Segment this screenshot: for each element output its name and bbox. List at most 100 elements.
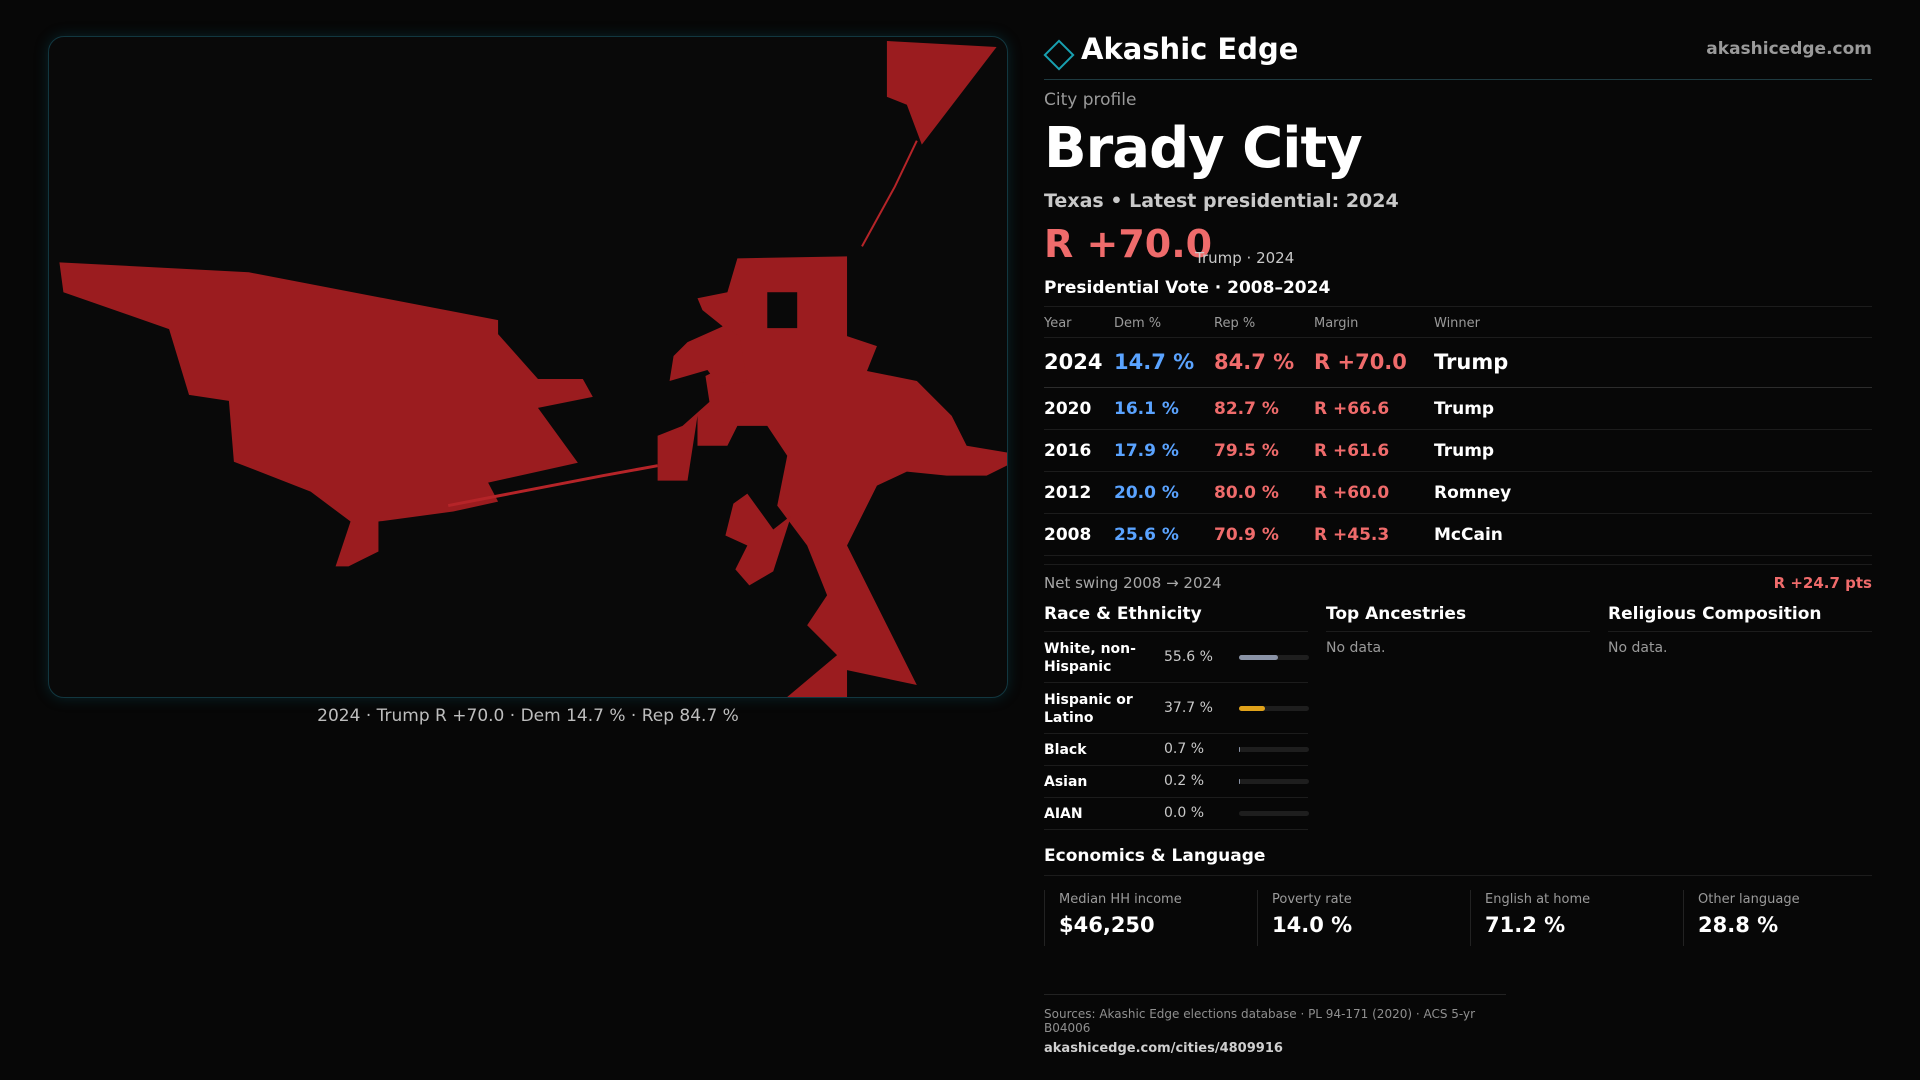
econ-cell-poverty: Poverty rate 14.0 % [1257, 890, 1457, 946]
map-hole [767, 292, 798, 329]
map-connector-northeast [861, 140, 918, 247]
city-boundary-shapes [59, 40, 1007, 697]
economics-grid: Median HH income $46,250 Poverty rate 14… [1044, 890, 1872, 946]
col-header-rep: Rep % [1214, 316, 1256, 331]
econ-label: Other language [1698, 892, 1800, 907]
race-bar-fill [1239, 706, 1266, 711]
cell-year: 2024 [1044, 350, 1103, 374]
race-label: AIAN [1044, 806, 1083, 822]
col-header-margin: Margin [1314, 316, 1359, 331]
cell-margin: R +45.3 [1314, 525, 1390, 545]
race-bar-fill [1239, 779, 1241, 784]
map-region-west [59, 262, 593, 567]
econ-cell-english: English at home 71.2 % [1470, 890, 1670, 946]
map-connector-west [447, 464, 658, 508]
page-title: Brady City [1044, 116, 1363, 181]
cell-margin: R +70.0 [1314, 350, 1407, 374]
diamond-outline-icon [1043, 39, 1075, 71]
brand-name[interactable]: Akashic Edge [1081, 32, 1299, 66]
latest-margin: R +70.0 [1044, 222, 1213, 266]
race-label: Black [1044, 742, 1087, 758]
cell-rep: 70.9 % [1214, 525, 1279, 545]
race-value: 37.7 % [1164, 700, 1213, 716]
city-subline: Texas • Latest presidential: 2024 [1044, 190, 1399, 212]
page-eyebrow: City profile [1044, 90, 1137, 110]
race-bar-fill [1239, 655, 1278, 660]
cell-winner: Trump [1434, 350, 1509, 374]
cell-year: 2012 [1044, 483, 1092, 503]
table-row: 2024 14.7 % 84.7 % R +70.0 Trump [1044, 338, 1872, 388]
vote-table-header: Year Dem % Rep % Margin Winner [1044, 306, 1872, 338]
race-bar-track [1239, 747, 1309, 752]
cell-rep: 84.7 % [1214, 350, 1295, 374]
net-swing: Net swing 2008 → 2024 R +24.7 pts [1044, 564, 1872, 594]
table-row: 2008 25.6 % 70.9 % R +45.3 McCain [1044, 514, 1872, 556]
latest-margin-note: Trump · 2024 [1195, 249, 1295, 267]
race-value: 0.7 % [1164, 741, 1205, 757]
econ-value: 71.2 % [1485, 913, 1566, 937]
cell-rep: 82.7 % [1214, 399, 1279, 419]
col-header-dem: Dem % [1114, 316, 1162, 331]
race-bar-fill [1239, 747, 1241, 752]
econ-value: 28.8 % [1698, 913, 1779, 937]
religion-section-title: Religious Composition [1608, 602, 1872, 632]
cell-dem: 20.0 % [1114, 483, 1179, 503]
race-section-title: Race & Ethnicity [1044, 602, 1308, 632]
cell-margin: R +66.6 [1314, 399, 1390, 419]
cell-dem: 25.6 % [1114, 525, 1179, 545]
cell-winner: Trump [1434, 441, 1495, 461]
econ-value: $46,250 [1059, 913, 1155, 937]
col-header-winner: Winner [1434, 316, 1481, 331]
econ-label: Poverty rate [1272, 892, 1352, 907]
map-region-northeast [886, 40, 997, 145]
sources-text: Sources: Akashic Edge elections database… [1044, 1007, 1476, 1035]
brand-header: Akashic Edge akashicedge.com [1043, 30, 1872, 80]
race-value: 0.2 % [1164, 773, 1205, 789]
map-region-center [657, 256, 1007, 697]
map-region-center-west [669, 326, 748, 386]
vote-table: Year Dem % Rep % Margin Winner 2024 14.7… [1044, 306, 1872, 556]
race-label: Asian [1044, 774, 1088, 790]
cell-dem: 16.1 % [1114, 399, 1179, 419]
ancestries-section: Top Ancestries No data. [1326, 602, 1590, 656]
cell-year: 2020 [1044, 399, 1092, 419]
table-row: 2020 16.1 % 82.7 % R +66.6 Trump [1044, 388, 1872, 430]
economics-section-title: Economics & Language [1044, 846, 1872, 876]
race-section: Race & Ethnicity White, non-Hispanic 55.… [1044, 602, 1309, 830]
sources-footer: Sources: Akashic Edge elections database… [1044, 994, 1506, 1056]
cell-dem: 14.7 % [1114, 350, 1195, 374]
religion-section: Religious Composition No data. [1608, 602, 1872, 656]
race-row: Hispanic or Latino 37.7 % [1044, 683, 1309, 734]
brand-url-link[interactable]: akashicedge.com [1706, 39, 1872, 59]
race-bar-track [1239, 706, 1309, 711]
race-bar-track [1239, 811, 1309, 816]
table-row: 2016 17.9 % 79.5 % R +61.6 Trump [1044, 430, 1872, 472]
cell-rep: 79.5 % [1214, 441, 1279, 461]
race-label: White, non-Hispanic [1044, 641, 1136, 675]
cell-rep: 80.0 % [1214, 483, 1279, 503]
race-row: White, non-Hispanic 55.6 % [1044, 632, 1309, 683]
city-map[interactable] [48, 36, 1008, 698]
econ-label: Median HH income [1059, 892, 1182, 907]
cell-year: 2008 [1044, 525, 1092, 545]
race-label: Hispanic or Latino [1044, 692, 1133, 726]
race-value: 55.6 % [1164, 649, 1213, 665]
race-bar-track [1239, 655, 1309, 660]
profile-panel: Akashic Edge akashicedge.com City profil… [1043, 0, 1872, 1080]
map-caption: 2024 · Trump R +70.0 · Dem 14.7 % · Rep … [317, 706, 739, 726]
econ-label: English at home [1485, 892, 1591, 907]
cell-year: 2016 [1044, 441, 1092, 461]
vote-section-title: Presidential Vote · 2008–2024 [1044, 278, 1331, 298]
cell-winner: Romney [1434, 483, 1512, 503]
econ-cell-other-language: Other language 28.8 % [1683, 890, 1872, 946]
city-boundary-map [59, 40, 1007, 697]
cell-margin: R +60.0 [1314, 483, 1390, 503]
race-row: Asian 0.2 % [1044, 766, 1309, 798]
cell-dem: 17.9 % [1114, 441, 1179, 461]
sources-url-link[interactable]: akashicedge.com/cities/4809916 [1044, 1041, 1283, 1056]
econ-value: 14.0 % [1272, 913, 1353, 937]
cell-margin: R +61.6 [1314, 441, 1390, 461]
cell-winner: Trump [1434, 399, 1495, 419]
map-region-arrow [725, 493, 792, 586]
col-header-year: Year [1044, 316, 1072, 331]
